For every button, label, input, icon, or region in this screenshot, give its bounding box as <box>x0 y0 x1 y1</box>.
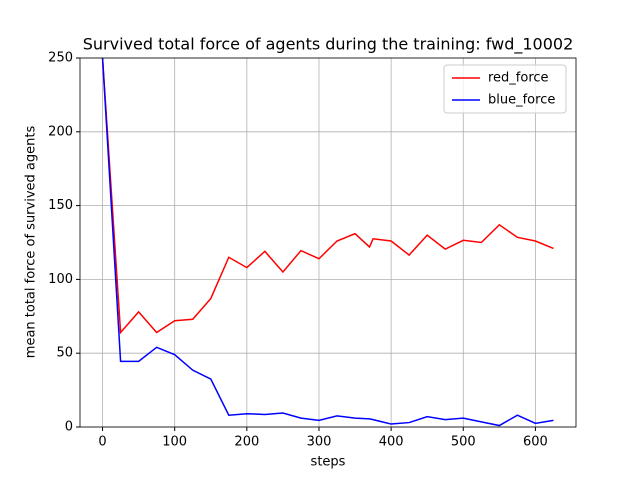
y-tick-label: 50 <box>56 346 73 361</box>
x-tick-label: 400 <box>379 435 404 450</box>
y-tick-label: 200 <box>48 124 73 139</box>
legend-label: red_force <box>488 71 549 86</box>
y-axis-label: mean total force of survived agents <box>24 126 39 359</box>
x-tick-label: 100 <box>162 435 187 450</box>
y-tick-label: 150 <box>48 198 73 213</box>
x-tick-label: 500 <box>451 435 476 450</box>
data-line <box>101 58 554 335</box>
y-tick-label: 0 <box>65 420 73 435</box>
legend-label: blue_force <box>488 93 555 108</box>
x-axis-label: steps <box>311 455 346 470</box>
x-tick-label: 300 <box>307 435 332 450</box>
x-tick-label: 0 <box>98 435 106 450</box>
legend-box <box>443 64 567 114</box>
plot-frame <box>79 57 577 428</box>
x-tick-label: 200 <box>234 435 259 450</box>
y-tick-label: 250 <box>48 51 73 66</box>
x-tick-label: 600 <box>523 435 548 450</box>
data-line <box>101 58 554 427</box>
chart-title: Survived total force of agents during th… <box>83 35 574 55</box>
y-tick-label: 100 <box>48 272 73 287</box>
